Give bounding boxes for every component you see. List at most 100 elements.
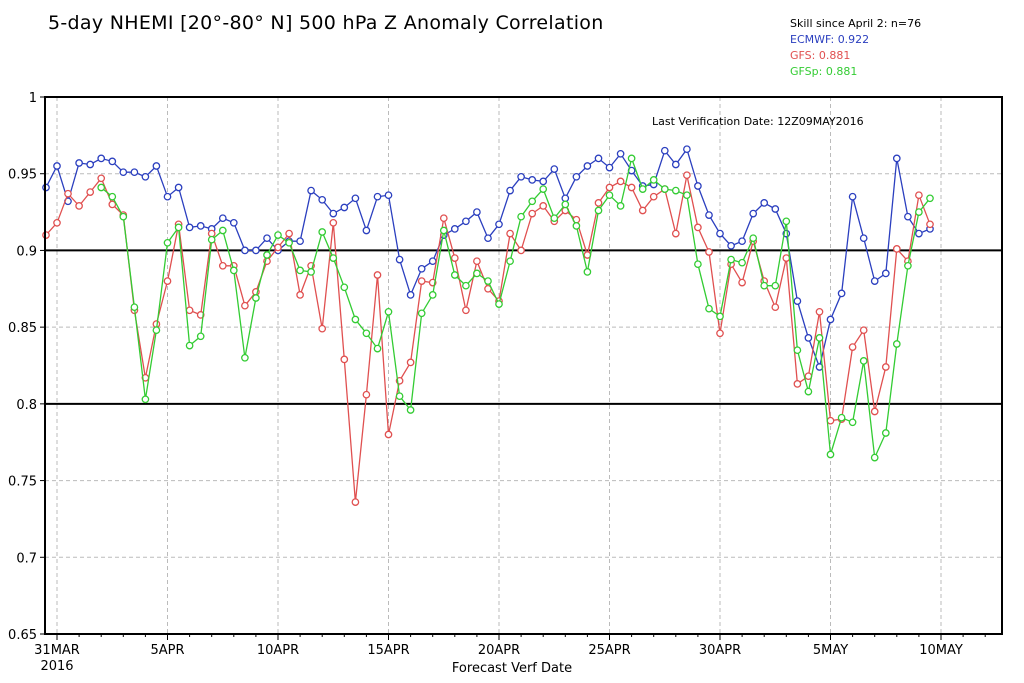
data-point-ecmwf [252, 246, 260, 255]
y-tick-label: 0.85 [8, 321, 37, 336]
data-point-gfsp [130, 303, 139, 312]
x-tick-label: 31MAR [34, 643, 80, 658]
data-point-ecmwf [583, 162, 592, 170]
data-point-gfsp [384, 307, 393, 316]
x-tick-label: 30APR [699, 643, 741, 658]
data-point-gfs [285, 229, 293, 238]
x-tick-label: 10MAY [919, 643, 963, 658]
data-point-gfs [638, 206, 647, 215]
data-point-gfsp [539, 185, 548, 193]
data-point-gfsp [561, 200, 570, 209]
data-point-ecmwf [528, 176, 537, 184]
data-point-gfs [473, 257, 481, 266]
data-point-gfsp [362, 329, 371, 338]
data-point-gfsp [926, 194, 934, 203]
data-point-ecmwf [915, 229, 923, 238]
data-point-gfs [373, 271, 382, 279]
data-point-gfs [351, 498, 360, 506]
data-point-gfsp [550, 214, 559, 223]
data-point-ecmwf [793, 297, 802, 305]
data-point-gfs [848, 343, 857, 351]
data-point-ecmwf [218, 214, 227, 223]
series-line-ecmwf [45, 147, 931, 370]
data-point-ecmwf [495, 220, 503, 229]
legend-score-gfsp: 0.881 [825, 65, 858, 78]
data-point-ecmwf [616, 149, 625, 158]
data-point-ecmwf [462, 217, 470, 226]
data-point-ecmwf [119, 168, 128, 177]
data-point-ecmwf [738, 237, 746, 246]
data-point-gfs [528, 209, 537, 218]
data-point-ecmwf [859, 234, 868, 243]
data-point-gfsp [119, 212, 128, 221]
series-layer [42, 145, 934, 506]
data-point-gfsp [196, 332, 205, 341]
data-point-gfsp [241, 353, 249, 362]
data-point-gfsp [616, 202, 625, 210]
data-point-ecmwf [406, 291, 415, 299]
data-point-gfs [196, 311, 205, 319]
data-point-gfsp [815, 334, 824, 342]
data-point-gfs [815, 307, 824, 316]
data-point-ecmwf [263, 234, 271, 243]
data-point-gfsp [760, 281, 769, 290]
data-point-gfsp [340, 283, 349, 292]
data-point-gfsp [638, 185, 647, 193]
data-point-ecmwf [881, 269, 890, 278]
data-point-ecmwf [241, 246, 249, 255]
data-point-ecmwf [329, 209, 338, 218]
data-point-gfs [462, 306, 470, 315]
data-point-ecmwf [826, 315, 835, 324]
data-point-ecmwf [605, 163, 614, 172]
data-point-gfs [881, 363, 890, 371]
data-point-gfs [329, 218, 338, 227]
data-point-gfsp [417, 309, 426, 318]
data-point-gfsp [837, 413, 846, 422]
data-point-gfsp [207, 235, 216, 244]
data-point-gfs [241, 301, 249, 310]
data-point-ecmwf [561, 194, 570, 203]
data-point-gfsp [285, 238, 293, 247]
x-tick-label: 20APR [478, 643, 520, 658]
data-point-gfsp [782, 217, 791, 226]
data-point-gfsp [218, 226, 227, 235]
y-tick-label: 0.8 [16, 398, 37, 413]
data-point-gfsp [517, 212, 525, 221]
data-point-ecmwf [185, 223, 194, 232]
data-point-gfsp [660, 185, 669, 193]
data-point-gfs [826, 416, 835, 425]
data-point-gfs [793, 380, 802, 388]
data-point-ecmwf [671, 160, 680, 169]
data-point-gfs [362, 390, 371, 399]
data-point-gfsp [395, 392, 404, 401]
data-point-ecmwf [771, 205, 780, 213]
legend-item-gfsp: GFSp: 0.881 [790, 65, 858, 78]
series-gfs [42, 171, 934, 506]
data-point-gfsp [163, 238, 172, 247]
data-point-gfsp [826, 450, 835, 459]
data-point-gfsp [749, 234, 758, 243]
data-point-gfs [86, 188, 95, 196]
data-point-ecmwf [75, 159, 83, 167]
data-point-gfsp [428, 291, 437, 299]
data-point-gfs [163, 277, 172, 285]
plot-frame [44, 96, 1003, 635]
data-point-gfsp [229, 266, 238, 275]
data-point-gfsp [174, 223, 183, 232]
data-point-gfsp [462, 281, 470, 290]
legend-item-gfs: GFS: 0.881 [790, 49, 851, 62]
data-point-gfsp [649, 176, 658, 184]
data-point-gfsp [351, 315, 360, 324]
data-point-gfs [859, 326, 868, 335]
data-point-gfs [738, 278, 746, 287]
data-point-gfsp [671, 186, 680, 195]
legend-score-gfs: 0.881 [818, 49, 851, 62]
data-point-ecmwf [694, 182, 702, 190]
data-point-ecmwf [53, 162, 61, 170]
data-point-gfs [517, 246, 525, 255]
data-point-gfs [694, 223, 702, 232]
data-point-ecmwf [130, 168, 139, 177]
legend: Skill since April 2: n=76 ECMWF: 0.922 G… [790, 16, 921, 80]
data-point-gfs [406, 358, 415, 367]
